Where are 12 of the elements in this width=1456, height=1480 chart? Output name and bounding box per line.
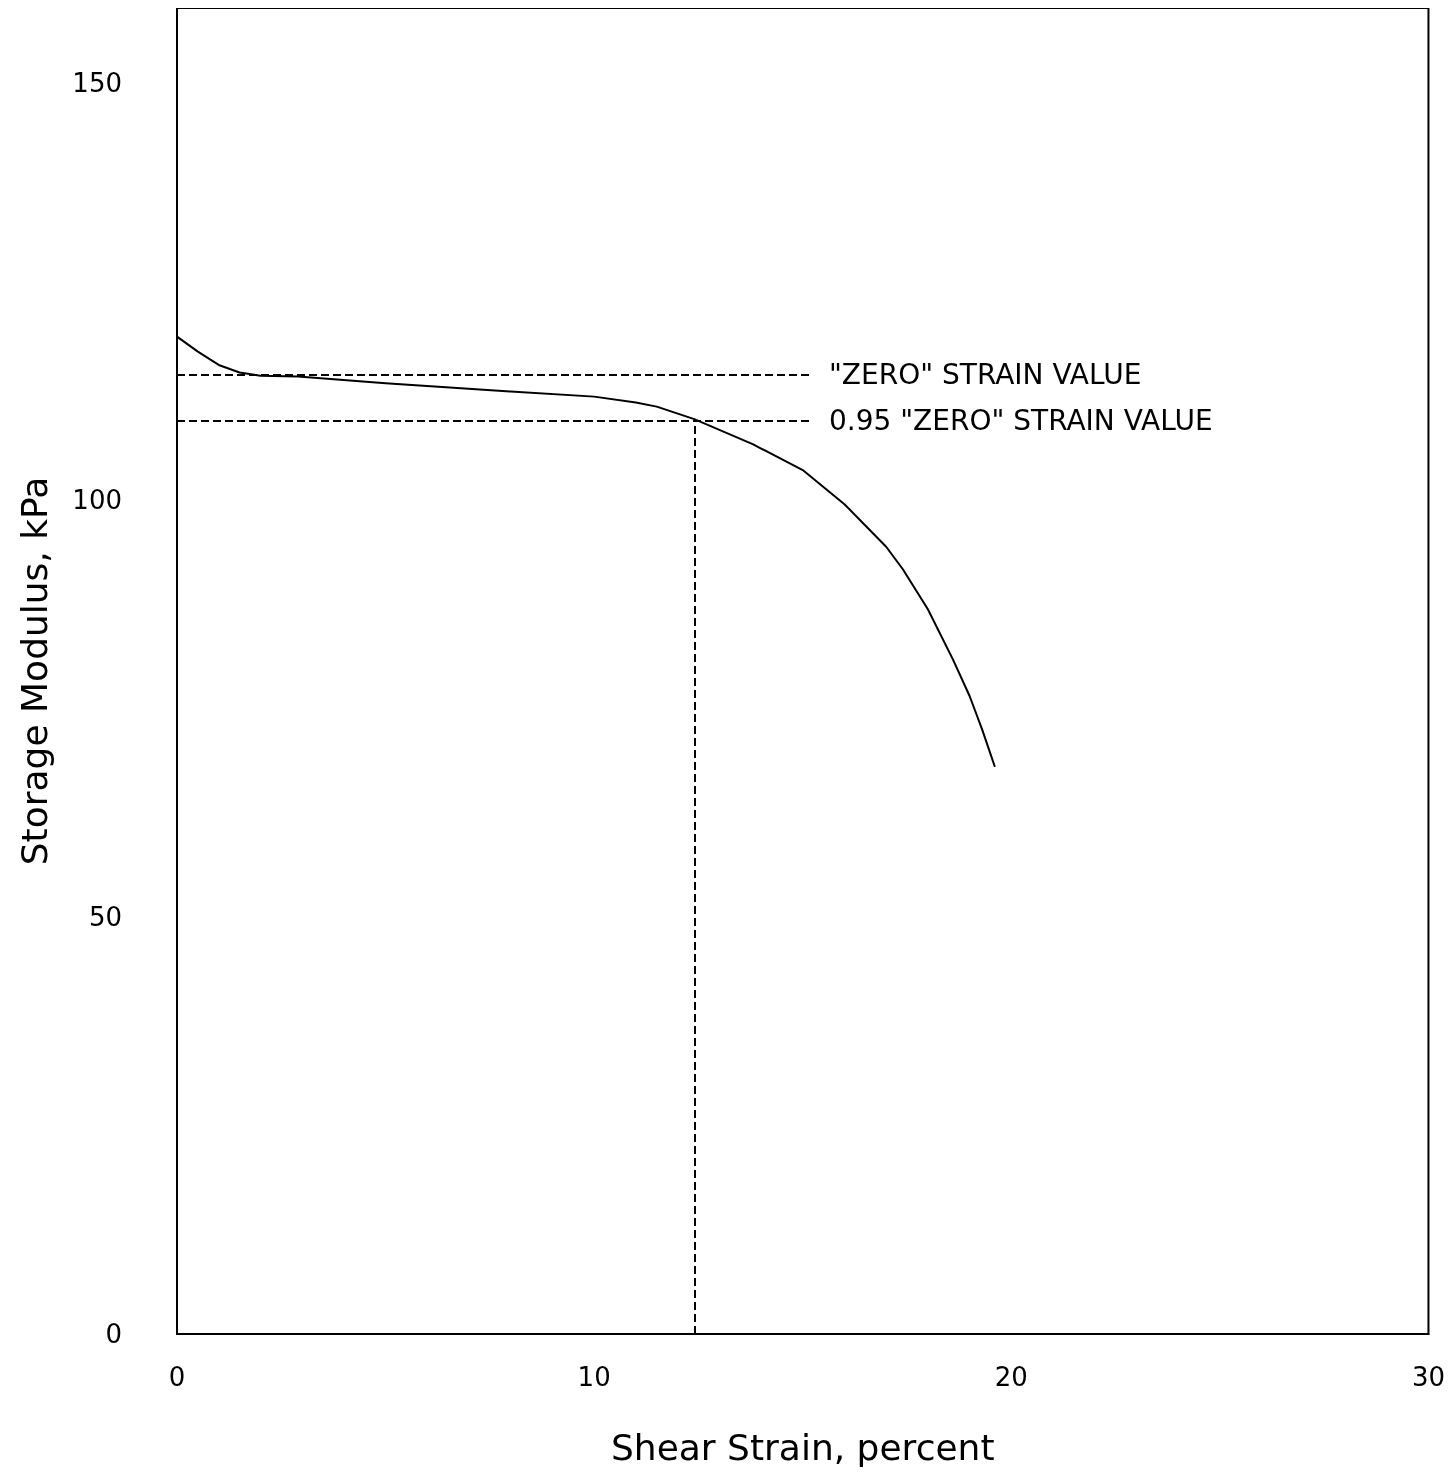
x-tick-label: 0: [168, 1362, 186, 1392]
x-tick-label: 30: [1411, 1362, 1445, 1392]
y-tick-label: 0: [105, 1319, 122, 1349]
x-tick-label: 10: [577, 1362, 611, 1392]
y-tick-label: 150: [72, 68, 122, 99]
x-tick-label: 20: [994, 1362, 1028, 1392]
y-axis-title: Storage Modulus, kPa: [13, 476, 55, 866]
x-axis-title: Shear Strain, percent: [610, 1426, 995, 1468]
y-tick-label: 100: [72, 485, 122, 516]
ref-line-label: "ZERO" STRAIN VALUE: [828, 358, 1142, 392]
y-tick-label: 50: [88, 902, 122, 933]
ref-line-label: 0.95 "ZERO" STRAIN VALUE: [828, 404, 1213, 438]
